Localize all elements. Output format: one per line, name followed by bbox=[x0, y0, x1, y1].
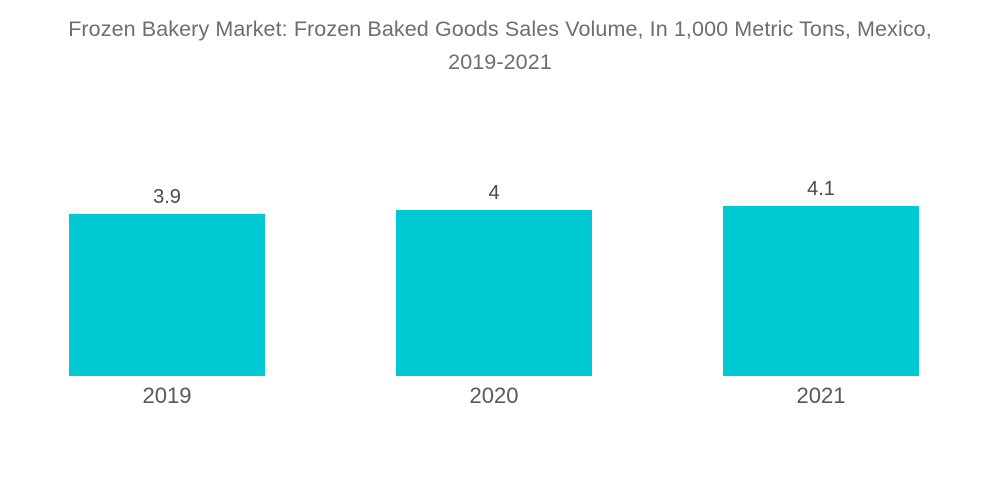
bar-2021 bbox=[723, 206, 919, 376]
bar-group-2021: 4.1 2021 bbox=[723, 178, 919, 407]
value-label-2020: 4 bbox=[488, 182, 500, 204]
bar-2020 bbox=[396, 210, 592, 376]
x-axis-label-2020: 2020 bbox=[469, 383, 519, 408]
bar-group-2019: 3.9 2019 bbox=[69, 186, 265, 407]
bar-group-2020: 4 2020 bbox=[396, 182, 592, 407]
x-axis-label-2021: 2021 bbox=[796, 383, 846, 408]
chart-title: Frozen Bakery Market: Frozen Baked Goods… bbox=[20, 13, 980, 79]
value-label-2021: 4.1 bbox=[807, 178, 835, 200]
chart-title-line1: Frozen Bakery Market: Frozen Baked Goods… bbox=[68, 17, 932, 41]
value-label-2019: 3.9 bbox=[153, 186, 181, 208]
bar-2019 bbox=[69, 214, 265, 376]
chart-title-line2: 2019-2021 bbox=[448, 50, 552, 74]
x-axis-label-2019: 2019 bbox=[142, 383, 192, 408]
